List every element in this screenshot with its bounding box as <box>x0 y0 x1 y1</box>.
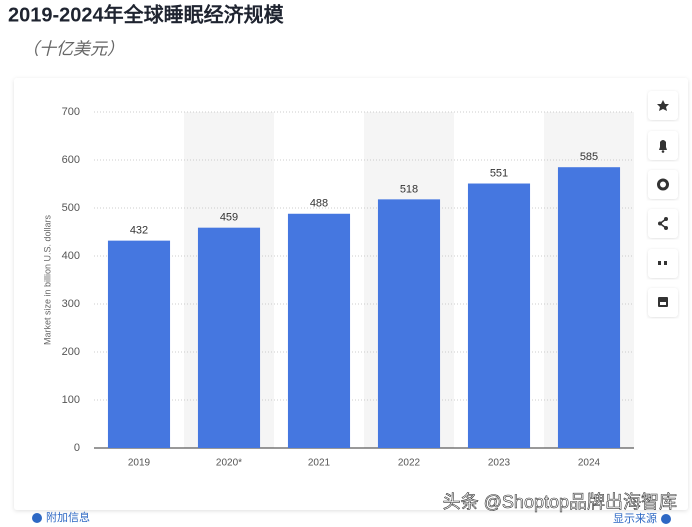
chart-title: 2019-2024年全球睡眠经济规模 <box>8 2 285 26</box>
alert-button[interactable] <box>648 131 678 160</box>
value-label: 459 <box>220 212 238 224</box>
y-tick-label: 600 <box>62 154 80 166</box>
x-tick-label: 2022 <box>398 458 421 469</box>
x-tick-label: 2024 <box>578 458 601 469</box>
value-label: 488 <box>310 198 328 210</box>
info-link[interactable]: 附加信息 <box>32 510 90 524</box>
value-label: 518 <box>400 183 418 195</box>
footer-info[interactable]: 附加信息 <box>46 510 90 524</box>
cite-button[interactable] <box>648 249 678 278</box>
y-tick-label: 0 <box>74 442 80 454</box>
y-tick-label: 400 <box>62 250 80 262</box>
x-tick-label: 2019 <box>128 458 151 469</box>
toolbar <box>648 91 678 317</box>
source-link[interactable]: 显示来源 <box>613 511 671 525</box>
y-axis-label: Market size in billion U.S. dollars <box>42 214 52 345</box>
y-tick-label: 100 <box>62 394 80 406</box>
value-label: 432 <box>130 225 148 237</box>
bar <box>467 183 531 448</box>
settings-button[interactable] <box>648 170 678 199</box>
watermark: 头条 @Shoptop品牌出海智库 <box>443 492 677 512</box>
print-button[interactable] <box>648 288 678 317</box>
bar <box>377 199 441 448</box>
value-label: 551 <box>490 167 508 179</box>
chart-subtitle: （十亿美元） <box>22 39 124 58</box>
bar <box>107 240 171 448</box>
x-tick-label: 2020* <box>216 458 242 469</box>
y-tick-label: 300 <box>62 298 80 310</box>
value-label: 585 <box>580 151 598 163</box>
bar <box>287 213 351 448</box>
y-tick-label: 200 <box>62 346 80 358</box>
footer-source[interactable]: 显示来源 <box>613 511 657 525</box>
y-tick-label: 700 <box>62 106 80 118</box>
favorite-button[interactable] <box>648 91 678 120</box>
x-tick-label: 2021 <box>308 458 331 469</box>
bar <box>557 167 621 448</box>
bar <box>197 227 261 448</box>
y-tick-label: 500 <box>62 202 80 214</box>
x-tick-label: 2023 <box>488 458 511 469</box>
share-button[interactable] <box>648 209 678 238</box>
